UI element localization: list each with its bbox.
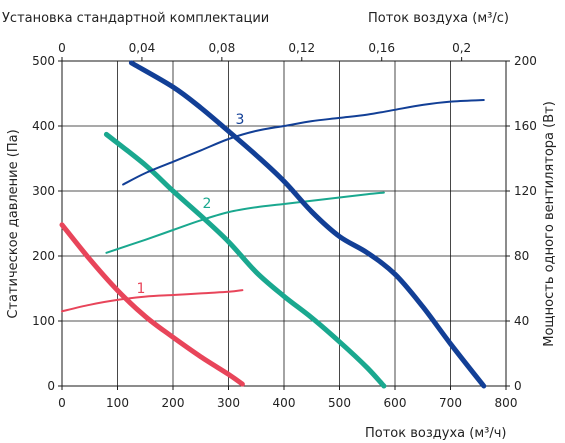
right-tick-label: 0	[514, 379, 522, 393]
bottom-tick-label: 600	[384, 396, 407, 410]
grid	[61, 60, 507, 387]
top-tick-label: 0	[58, 41, 66, 55]
right-axis-ticks: 0 40 80 120 160 200	[506, 54, 537, 393]
left-tick-label: 200	[32, 249, 55, 263]
right-tick-label: 160	[514, 119, 537, 133]
bottom-tick-label: 700	[439, 396, 462, 410]
series-label-1: 1	[137, 281, 146, 297]
power-curve-3	[122, 99, 485, 186]
series-labels: 1 2 3	[137, 112, 245, 297]
bottom-tick-label: 400	[273, 396, 296, 410]
power-curve-1	[61, 289, 244, 313]
series-label-2: 2	[203, 196, 212, 212]
right-tick-label: 120	[514, 184, 537, 198]
bottom-tick-label: 800	[495, 396, 518, 410]
series-label-3: 3	[236, 112, 245, 128]
left-tick-label: 0	[47, 379, 55, 393]
left-tick-label: 500	[32, 54, 55, 68]
right-tick-label: 200	[514, 54, 537, 68]
left-tick-label: 300	[32, 184, 55, 198]
bottom-tick-label: 500	[328, 396, 351, 410]
pressure-curve-2	[103, 131, 387, 389]
left-tick-label: 400	[32, 119, 55, 133]
top-axis-ticks: 0 0,04 0,08 0,12 0,16 0,2	[58, 41, 471, 61]
bottom-axis-ticks: 0 100 200 300 400 500 600 700 800	[58, 386, 517, 410]
top-tick-label: 0,16	[368, 41, 395, 55]
pressure-curve-3	[128, 60, 487, 389]
series-group	[59, 60, 487, 389]
left-axis-label: Статическое давление (Па)	[6, 129, 21, 318]
left-tick-label: 100	[32, 314, 55, 328]
right-tick-label: 40	[514, 314, 529, 328]
right-tick-label: 80	[514, 249, 529, 263]
power-curve-2	[105, 191, 385, 254]
pressure-curve-1	[59, 222, 245, 387]
bottom-tick-label: 300	[217, 396, 240, 410]
top-tick-label: 0,04	[129, 41, 156, 55]
top-tick-label: 0,12	[288, 41, 315, 55]
chart-title: Установка стандартной комплектации	[2, 11, 269, 26]
top-axis-label: Поток воздуха (м³/с)	[368, 11, 509, 26]
top-tick-label: 0,2	[452, 41, 471, 55]
bottom-tick-label: 200	[162, 396, 185, 410]
bottom-axis-label: Поток воздуха (м³/ч)	[365, 426, 506, 441]
bottom-tick-label: 100	[106, 396, 129, 410]
left-axis-ticks: 0 100 200 300 400 500	[32, 54, 62, 393]
top-tick-label: 0,08	[208, 41, 235, 55]
bottom-tick-label: 0	[58, 396, 66, 410]
right-axis-label: Мощность одного вентилятора (Вт)	[542, 101, 557, 347]
